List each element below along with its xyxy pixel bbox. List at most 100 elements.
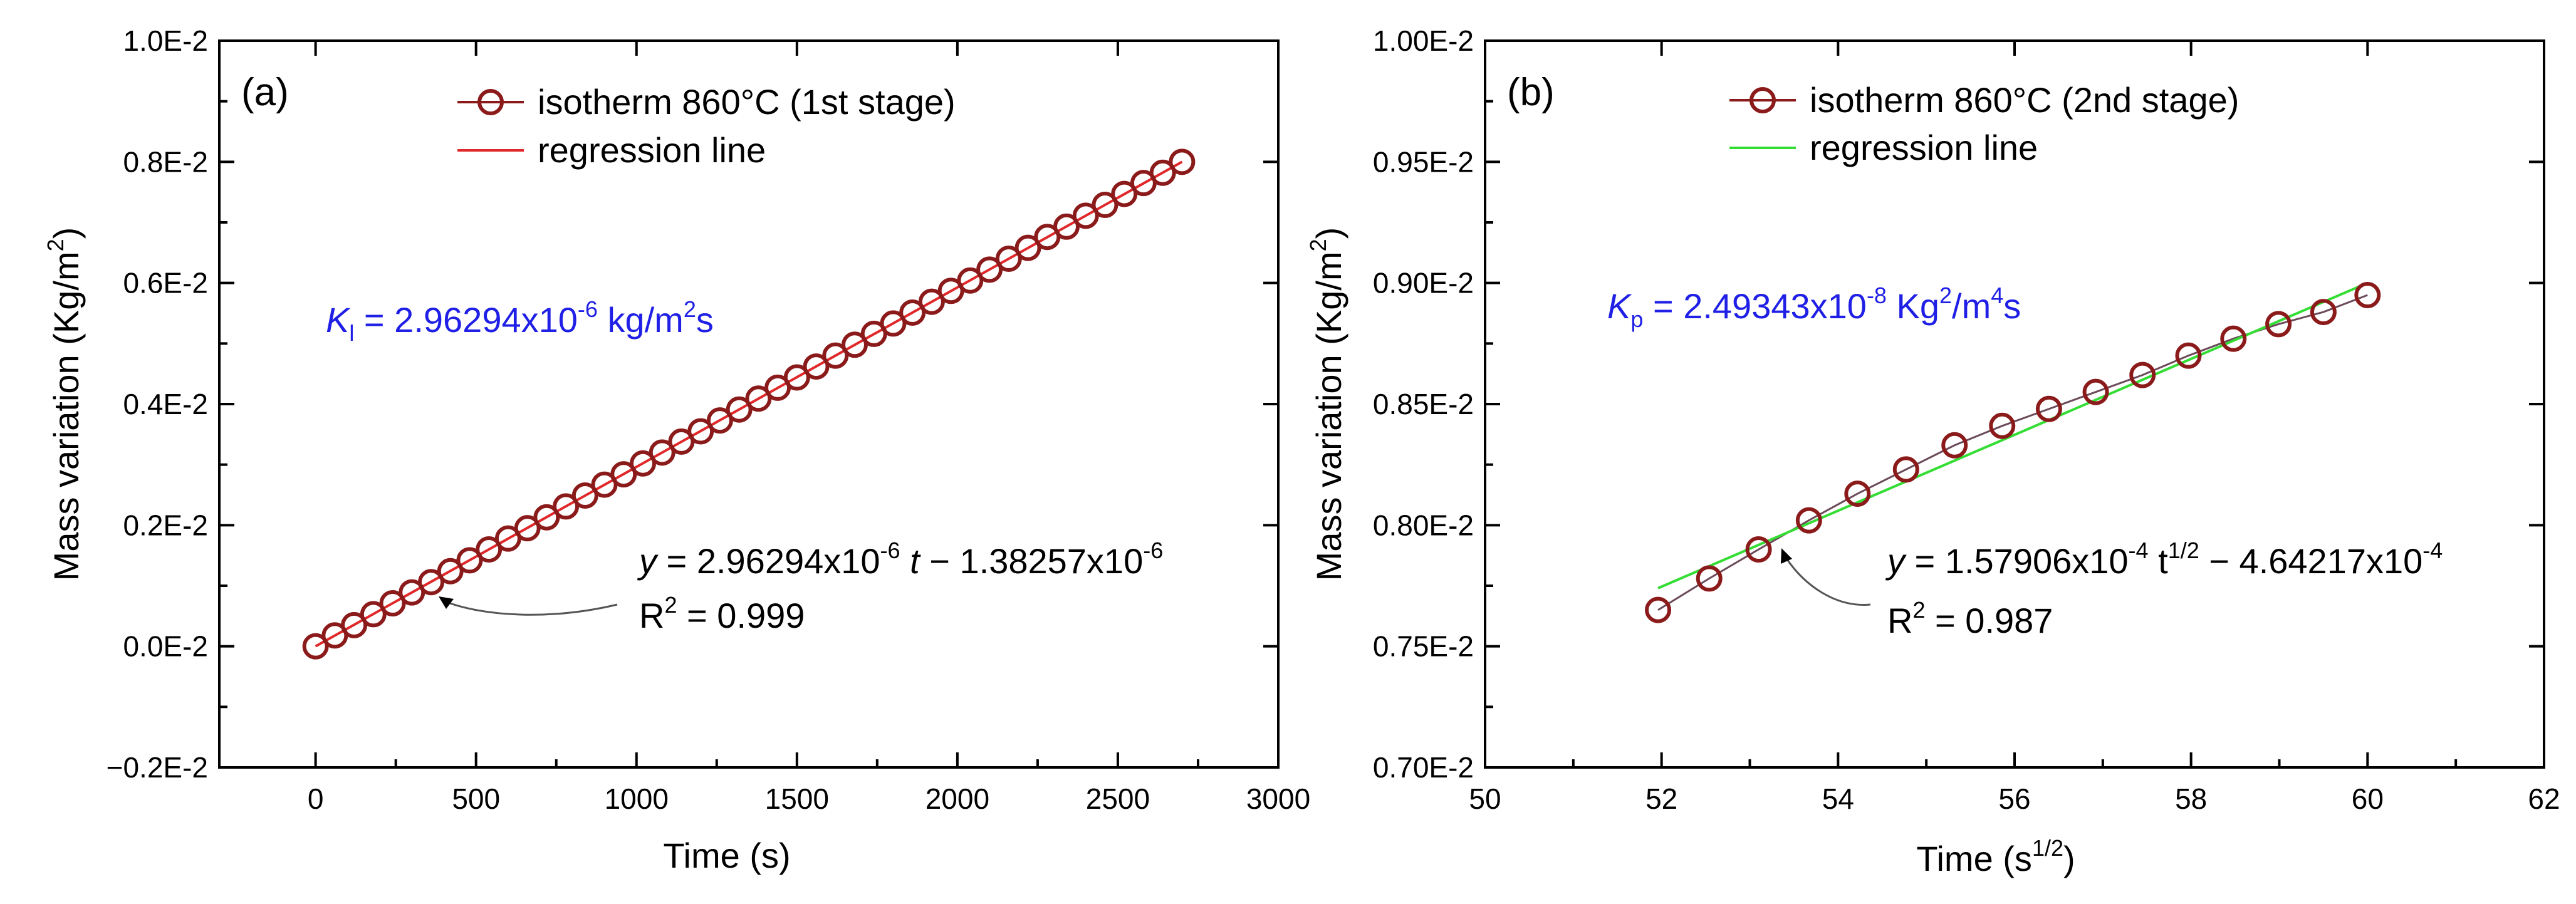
data-point — [1989, 412, 2016, 439]
y-tick-label: 0.75E-2 — [1373, 630, 1474, 663]
x-tick-label: 1500 — [765, 782, 829, 815]
panel-a-r-squared: R2 = 0.999 — [639, 592, 805, 635]
panel-b-r-squared: R2 = 0.987 — [1887, 597, 2053, 640]
y-tick-label: 0.4E-2 — [123, 388, 208, 420]
data-point — [783, 364, 810, 391]
data-point — [341, 611, 368, 638]
data-point — [360, 601, 387, 628]
data-point — [880, 310, 907, 337]
panel-b-legend-series-label: isotherm 860°C (2nd stage) — [1810, 80, 2239, 120]
data-point — [1745, 536, 1772, 563]
data-point — [649, 439, 675, 466]
y-tick-label: 0.80E-2 — [1373, 509, 1474, 541]
data-point — [1892, 456, 1919, 483]
x-tick-label: 1000 — [605, 782, 669, 815]
data-point — [1111, 180, 1138, 207]
data-point — [842, 331, 868, 358]
data-point — [957, 267, 984, 294]
data-point — [2354, 282, 2381, 308]
x-tick-label: 0 — [308, 782, 324, 815]
panel-a-y-axis-title: Mass variation (Kg/m2) — [43, 227, 86, 581]
panel-a-marks — [302, 148, 1196, 660]
y-tick-label: 0.90E-2 — [1373, 267, 1474, 299]
data-point — [456, 547, 483, 574]
data-point — [630, 450, 656, 477]
data-point — [2175, 342, 2202, 369]
data-point — [553, 493, 580, 520]
data-point — [2310, 299, 2337, 326]
panel-a-regression-equation: y = 2.96294x10-6 t − 1.38257x10-6 — [637, 538, 1163, 581]
y-tick-label: 0.2E-2 — [123, 509, 208, 541]
data-point — [610, 461, 637, 488]
data-point — [1696, 565, 1723, 592]
x-tick-label: 54 — [1822, 782, 1854, 815]
x-tick-label: 2000 — [926, 782, 989, 815]
panel-b-annotation-arrow — [1785, 557, 1871, 606]
data-point — [1169, 148, 1196, 175]
x-tick-label: 58 — [2175, 782, 2207, 815]
data-point — [995, 246, 1022, 272]
data-point — [476, 536, 503, 563]
x-tick-label: 500 — [452, 782, 500, 815]
data-point — [514, 515, 541, 542]
y-tick-label: 1.00E-2 — [1373, 24, 1474, 57]
data-point — [745, 385, 772, 412]
panel-b-legend-regression-label: regression line — [1810, 128, 2038, 167]
data-point — [976, 256, 1003, 283]
panel-b-regression-equation: y = 1.57906x10-4 t1/2 − 4.64217x10-4 — [1885, 538, 2443, 581]
x-tick-label: 52 — [1645, 782, 1677, 815]
data-point — [1941, 432, 1968, 459]
panel-a-label: (a) — [241, 71, 289, 114]
x-tick-label: 3000 — [1246, 782, 1310, 815]
panel-a-annotation-arrowhead — [439, 596, 454, 609]
y-tick-label: 0.95E-2 — [1373, 145, 1474, 178]
panel-a-ticks: 0 500 1000 1500 2000 2500 3000 −0.2E-2 0.0E-2 0.2… — [107, 24, 1311, 815]
panel-a-annotation-arrow — [441, 599, 618, 616]
panel-a-legend-regression-label: regression line — [538, 130, 766, 170]
panel-a-legend-series-marker — [477, 89, 504, 115]
data-point — [706, 407, 733, 434]
data-point — [1014, 234, 1041, 261]
data-point — [1092, 191, 1119, 218]
data-point — [1795, 507, 1822, 534]
panel-b-legend-series-marker — [1749, 87, 1776, 113]
data-point — [302, 633, 329, 660]
x-tick-label: 60 — [2352, 782, 2384, 815]
regression-line — [1657, 281, 2369, 590]
data-point — [822, 342, 849, 369]
data-point — [437, 558, 464, 584]
data-point — [918, 288, 945, 315]
y-tick-label: 0.8E-2 — [123, 145, 208, 178]
x-tick-label: 62 — [2528, 782, 2560, 815]
data-point — [1149, 159, 1176, 186]
data-point — [899, 299, 926, 326]
data-point — [533, 504, 560, 531]
data-point — [1844, 481, 1871, 507]
x-tick-label: 2500 — [1086, 782, 1150, 815]
x-tick-label: 50 — [1469, 782, 1501, 815]
data-point — [571, 482, 598, 509]
panel-b: 50 52 54 56 58 60 62 0.70E-2 0.75E-2 0.80E-2 0.85E… — [1305, 24, 2560, 878]
data-point — [1053, 213, 1080, 240]
data-point — [2220, 325, 2247, 352]
panel-b-ticks: 50 52 54 56 58 60 62 0.70E-2 0.75E-2 0.80E-2 0.85E… — [1373, 24, 2560, 815]
y-tick-label: 0.0E-2 — [123, 630, 208, 663]
panel-b-legend: isotherm 860°C (2nd stage) regression li… — [1729, 80, 2239, 167]
y-tick-label: 1.0E-2 — [123, 24, 208, 57]
panel-b-x-axis-title: Time (s1/2) — [1916, 835, 2075, 878]
x-tick-label: 56 — [1998, 782, 2030, 815]
data-point — [379, 590, 406, 617]
data-point — [726, 396, 753, 423]
panel-b-annotation-arrowhead — [1781, 548, 1792, 564]
panel-a-legend: isotherm 860°C (1st stage) regression li… — [457, 82, 956, 170]
data-point — [2035, 395, 2062, 422]
panel-a-x-axis-title: Time (s) — [663, 836, 790, 875]
panel-b-rate-constant: Kp = 2.49343x10-8 Kg2/m4s — [1607, 283, 2021, 332]
panel-a-legend-series-label: isotherm 860°C (1st stage) — [538, 82, 956, 122]
panel-a: 0 500 1000 1500 2000 2500 3000 −0.2E-2 0.0E-2 0.2… — [43, 24, 1310, 875]
data-point — [1072, 202, 1099, 229]
data-point — [2265, 311, 2292, 338]
data-point — [687, 418, 714, 445]
y-tick-label: 0.70E-2 — [1373, 751, 1474, 784]
